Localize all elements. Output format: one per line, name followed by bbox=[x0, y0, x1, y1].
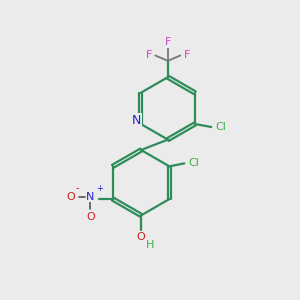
Text: H: H bbox=[146, 240, 154, 250]
Text: F: F bbox=[184, 50, 190, 61]
Text: O: O bbox=[137, 232, 146, 242]
Text: F: F bbox=[146, 50, 152, 61]
Text: +: + bbox=[96, 184, 103, 193]
Text: -: - bbox=[76, 183, 80, 193]
Text: N: N bbox=[86, 192, 95, 202]
Text: O: O bbox=[86, 212, 95, 222]
Text: Cl: Cl bbox=[216, 122, 226, 132]
Text: O: O bbox=[66, 192, 75, 202]
Text: N: N bbox=[132, 114, 141, 127]
Text: F: F bbox=[165, 37, 171, 47]
Text: Cl: Cl bbox=[189, 158, 200, 168]
